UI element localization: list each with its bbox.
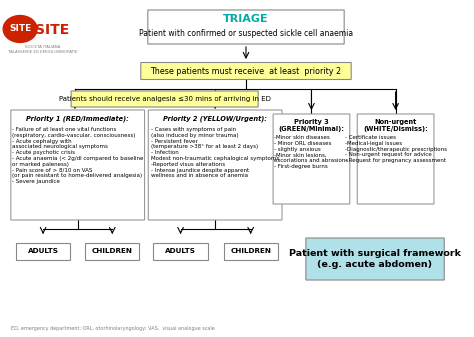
FancyBboxPatch shape — [148, 110, 282, 220]
FancyBboxPatch shape — [71, 91, 258, 107]
Text: SITE: SITE — [9, 25, 31, 33]
Text: CHILDREN: CHILDREN — [230, 248, 271, 254]
FancyBboxPatch shape — [224, 243, 278, 259]
Text: -Minor skin diseases
- Minor ORL diseases
- slightly anxious
-Minor skin lesions: -Minor skin diseases - Minor ORL disease… — [274, 135, 348, 169]
FancyBboxPatch shape — [273, 114, 350, 204]
Text: These patients must receive  at least  priority 2: These patients must receive at least pri… — [150, 66, 342, 75]
Text: ADULTS: ADULTS — [165, 248, 196, 254]
Text: SITE: SITE — [35, 23, 70, 37]
Text: ●: ● — [11, 20, 28, 38]
FancyBboxPatch shape — [154, 243, 208, 259]
Text: - Cases with symptoms of pain
(also induced by minor trauma)
- Persistent fever
: - Cases with symptoms of pain (also indu… — [151, 127, 279, 178]
Text: Priority 2 (YELLOW/Urgent):: Priority 2 (YELLOW/Urgent): — [163, 115, 267, 122]
Text: ED, emergency department; ORL, otorhinolaryngology; VAS,  visual analogue scale: ED, emergency department; ORL, otorhinol… — [11, 326, 215, 331]
Text: CHILDREN: CHILDREN — [92, 248, 133, 254]
FancyBboxPatch shape — [148, 10, 344, 44]
Text: Priority 1 (RED/Immediate):: Priority 1 (RED/Immediate): — [27, 115, 129, 122]
Text: - Failure of at least one vital functions
(respiratory, cardio-vascular, conscio: - Failure of at least one vital function… — [12, 127, 143, 184]
FancyBboxPatch shape — [16, 243, 70, 259]
FancyBboxPatch shape — [11, 110, 145, 220]
Text: - Certificate issues
-Medical-legal issues
-Diagnostic/therapeutic prescriptions: - Certificate issues -Medical-legal issu… — [345, 135, 447, 163]
FancyBboxPatch shape — [141, 62, 351, 80]
Text: Patients should receive analgesia ≤30 mins of arriving in ED: Patients should receive analgesia ≤30 mi… — [59, 96, 271, 102]
Text: SOCIETA ITALIANA
TALASSEMIE ED EMOGLOBINOPATIE: SOCIETA ITALIANA TALASSEMIE ED EMOGLOBIN… — [8, 45, 77, 54]
FancyBboxPatch shape — [306, 238, 444, 280]
FancyBboxPatch shape — [85, 243, 139, 259]
Text: Patient with surgical framework
(e.g. acute abdomen): Patient with surgical framework (e.g. ac… — [289, 249, 461, 269]
Text: Priority 3
(GREEN/Minimal):: Priority 3 (GREEN/Minimal): — [278, 119, 345, 132]
Text: TRIAGE: TRIAGE — [223, 14, 269, 24]
Text: Patient with confirmed or suspected sickle cell anaemia: Patient with confirmed or suspected sick… — [139, 30, 353, 38]
Circle shape — [3, 16, 37, 42]
Text: Non-urgent
(WHITE/Dismiss):: Non-urgent (WHITE/Dismiss): — [363, 119, 428, 132]
Text: ADULTS: ADULTS — [27, 248, 59, 254]
FancyBboxPatch shape — [357, 114, 434, 204]
